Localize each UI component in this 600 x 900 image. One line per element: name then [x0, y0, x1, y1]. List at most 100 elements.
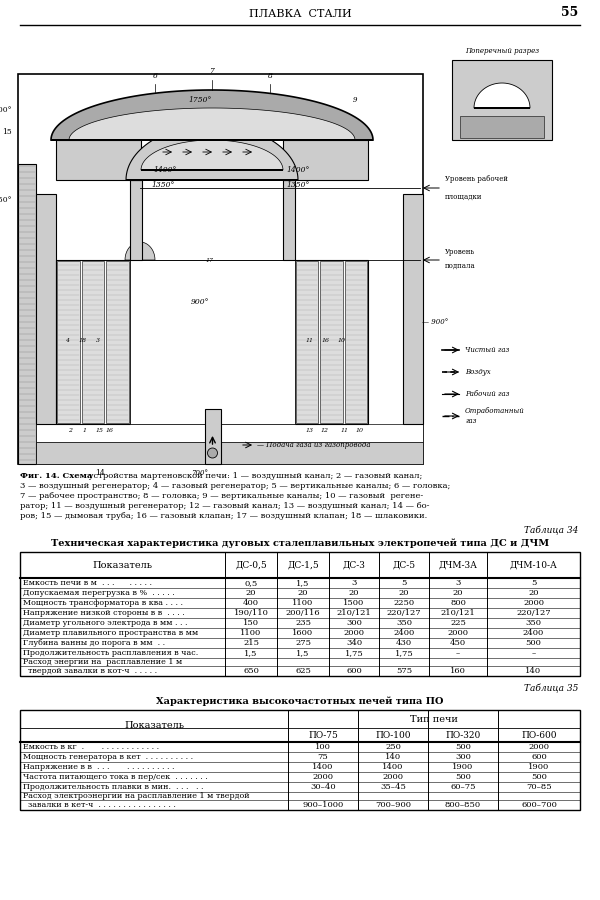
Text: 190/110: 190/110	[233, 609, 268, 617]
Text: 1400°: 1400°	[154, 166, 176, 174]
Text: 5: 5	[531, 579, 536, 587]
Text: 500: 500	[531, 773, 547, 781]
Text: ПЛАВКА  СТАЛИ: ПЛАВКА СТАЛИ	[248, 9, 352, 19]
Text: Емкость в кг  .       . . . . . . . . . . . .: Емкость в кг . . . . . . . . . . . . .	[23, 743, 159, 751]
Bar	[36, 424, 423, 442]
Text: 550°: 550°	[0, 196, 12, 204]
Text: ратор; 11 — воздушный регенератор; 12 — газовый канал; 13 — воздушный канал; 14 : ратор; 11 — воздушный регенератор; 12 — …	[20, 502, 430, 510]
Text: Глубина ванны до порога в мм  . .: Глубина ванны до порога в мм . .	[23, 639, 165, 647]
Text: 1600: 1600	[292, 629, 314, 637]
Text: 13: 13	[306, 428, 314, 434]
Text: ров; 15 — дымовая труба; 16 — газовый клапан; 17 — воздушный клапан; 18 — шлаков: ров; 15 — дымовая труба; 16 — газовый кл…	[20, 512, 427, 520]
Text: 350: 350	[396, 619, 412, 627]
Text: 1400: 1400	[382, 763, 404, 771]
Text: 2400: 2400	[394, 629, 415, 637]
Text: 1100: 1100	[292, 599, 314, 607]
Text: Таблица 35: Таблица 35	[524, 684, 578, 693]
Text: Характеристика высокочастотных печей типа ПО: Характеристика высокочастотных печей тип…	[157, 696, 443, 706]
Text: 600–700: 600–700	[521, 801, 557, 809]
Bar	[130, 260, 295, 424]
Text: 275: 275	[295, 639, 311, 647]
Text: 70–85: 70–85	[526, 783, 552, 791]
Text: Чистый газ: Чистый газ	[465, 346, 509, 354]
Text: Уровень: Уровень	[445, 248, 475, 256]
Text: 1100: 1100	[241, 629, 262, 637]
Text: 210/121: 210/121	[337, 609, 371, 617]
Text: 575: 575	[396, 667, 412, 675]
Text: 4: 4	[65, 338, 69, 343]
Text: –: –	[456, 649, 460, 657]
Text: 20: 20	[453, 589, 463, 597]
Text: ПО-600: ПО-600	[521, 731, 557, 740]
Text: 2000: 2000	[523, 599, 544, 607]
Text: 210/121: 210/121	[440, 609, 475, 617]
Text: Уровень рабочей: Уровень рабочей	[445, 175, 508, 183]
Text: 500: 500	[526, 639, 541, 647]
Bar	[205, 409, 221, 464]
Polygon shape	[51, 90, 373, 140]
Text: 2000: 2000	[448, 629, 469, 637]
Text: 300: 300	[346, 619, 362, 627]
Text: 8: 8	[268, 72, 272, 80]
Text: 700°: 700°	[191, 469, 209, 477]
Bar	[56, 140, 141, 180]
Text: ДС-0,5: ДС-0,5	[235, 561, 267, 570]
Text: 9: 9	[353, 96, 357, 104]
Text: Напряжение в в  . . .       . . . . . . . . . .: Напряжение в в . . . . . . . . . . . . .	[23, 763, 175, 771]
Text: 3 — воздушный регенератор; 4 — газовый регенератор; 5 — вертикальные каналы; 6 —: 3 — воздушный регенератор; 4 — газовый р…	[20, 482, 451, 490]
Text: 5: 5	[401, 579, 407, 587]
Text: 20: 20	[528, 589, 539, 597]
Text: ДЧМ-3А: ДЧМ-3А	[439, 561, 478, 570]
Text: 10: 10	[356, 428, 364, 434]
Text: 3: 3	[96, 338, 100, 343]
Bar	[36, 442, 423, 464]
Text: 1750°: 1750°	[188, 96, 212, 104]
Text: ДС-1,5: ДС-1,5	[287, 561, 319, 570]
Text: 2000: 2000	[383, 773, 404, 781]
Text: 225: 225	[450, 619, 466, 627]
Text: 235: 235	[295, 619, 311, 627]
Bar	[20, 710, 580, 810]
Text: 600: 600	[346, 667, 362, 675]
Text: 900°: 900°	[191, 298, 209, 306]
Text: 1,5: 1,5	[296, 649, 310, 657]
Text: 650: 650	[243, 667, 259, 675]
Text: завалки в кет-ч  . . . . . . . . . . . . . . . .: завалки в кет-ч . . . . . . . . . . . . …	[23, 801, 176, 809]
Text: ДС-5: ДС-5	[392, 561, 416, 570]
Text: 15: 15	[96, 428, 104, 434]
Text: 400: 400	[243, 599, 259, 607]
Polygon shape	[126, 125, 298, 180]
Text: 220/127: 220/127	[386, 609, 421, 617]
Text: 7 — рабочее пространство; 8 — головка; 9 — вертикальные каналы; 10 — газовый  ре: 7 — рабочее пространство; 8 — головка; 9…	[20, 492, 423, 500]
Text: 800–850: 800–850	[445, 801, 481, 809]
Text: 1,75: 1,75	[395, 649, 413, 657]
Text: Показатель: Показатель	[124, 722, 184, 731]
Text: 220/127: 220/127	[516, 609, 551, 617]
Text: Отработанный
газ: Отработанный газ	[465, 408, 525, 425]
Bar	[460, 116, 544, 138]
Text: Диаметр угольного электрода в мм . . .: Диаметр угольного электрода в мм . . .	[23, 619, 187, 627]
Text: 2000: 2000	[529, 743, 550, 751]
Bar	[344, 261, 367, 423]
Text: устройства мартеновской печи: 1 — воздушный канал; 2 — газовый канал;: устройства мартеновской печи: 1 — воздуш…	[86, 472, 422, 480]
Text: 20: 20	[298, 589, 308, 597]
Text: Продолжительность плавки в мин.  . . .   . .: Продолжительность плавки в мин. . . . . …	[23, 783, 203, 791]
Text: –: –	[532, 649, 536, 657]
Text: 140: 140	[526, 667, 542, 675]
Polygon shape	[125, 242, 155, 260]
Text: 1,5: 1,5	[244, 649, 257, 657]
Text: 600: 600	[531, 753, 547, 761]
Text: Техническая характеристика дуговых сталеплавильных электропечей типа ДС и ДЧМ: Техническая характеристика дуговых стале…	[51, 538, 549, 547]
Text: Допускаемая перегрузка в %  . . . . .: Допускаемая перегрузка в % . . . . .	[23, 589, 175, 597]
Text: подпала: подпала	[445, 262, 476, 270]
Bar	[296, 261, 319, 423]
Text: Частота питающего тока в пер/сек  . . . . . . .: Частота питающего тока в пер/сек . . . .…	[23, 773, 208, 781]
Text: 14: 14	[95, 469, 105, 477]
Text: 450: 450	[450, 639, 466, 647]
Text: 30–40: 30–40	[310, 783, 336, 791]
Text: Продолжительность расплавления в час.: Продолжительность расплавления в час.	[23, 649, 198, 657]
Bar	[452, 60, 552, 140]
Text: 55: 55	[561, 6, 578, 19]
Text: 11: 11	[341, 428, 349, 434]
Text: 1,5: 1,5	[296, 579, 310, 587]
